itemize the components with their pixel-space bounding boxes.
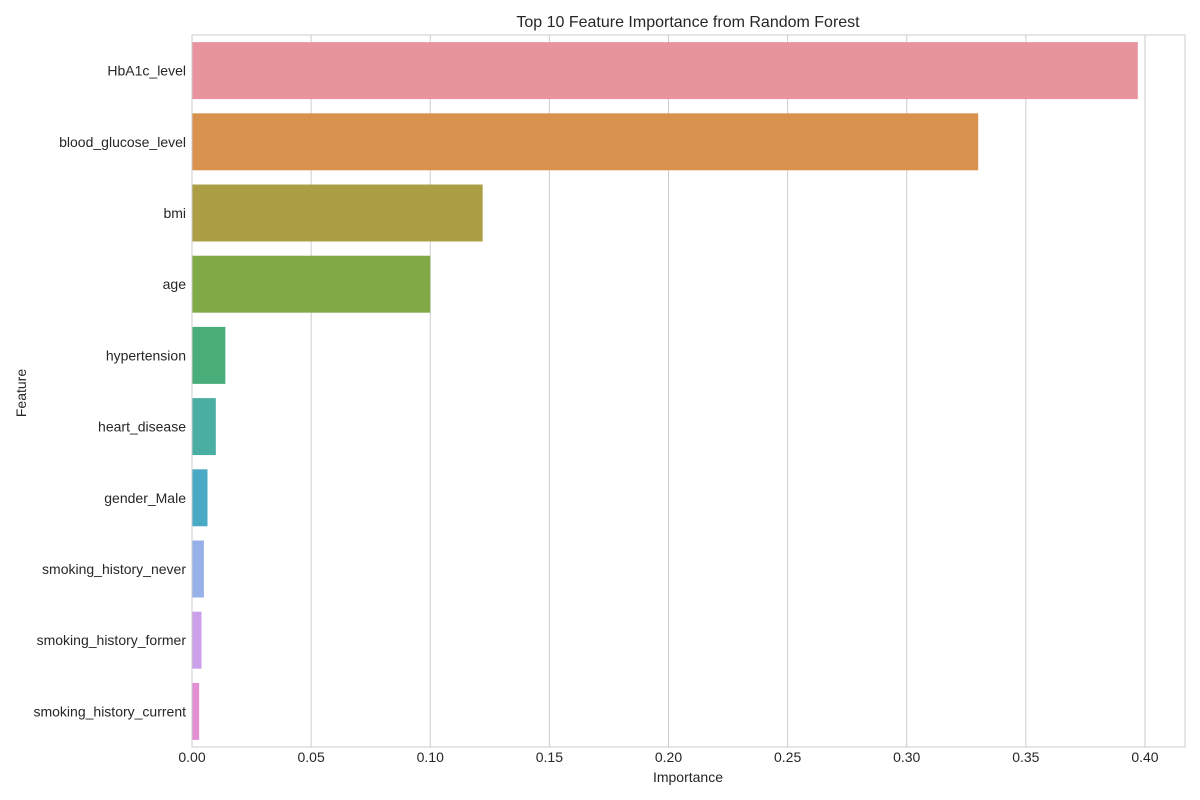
bar-blood_glucose_level	[192, 113, 979, 171]
x-tick-label: 0.30	[893, 749, 920, 765]
bar-smoking_history_former	[192, 611, 202, 669]
bar-bmi	[192, 184, 483, 242]
chart-title: Top 10 Feature Importance from Random Fo…	[516, 14, 860, 31]
bar-gender_Male	[192, 469, 208, 527]
x-axis-label: Importance	[653, 769, 723, 785]
x-tick-label: 0.40	[1131, 749, 1158, 765]
bar-heart_disease	[192, 398, 216, 456]
y-tick-label: age	[163, 276, 187, 292]
y-tick-label: HbA1c_level	[107, 63, 186, 79]
y-axis-label: Feature	[13, 369, 29, 417]
x-tick-label: 0.15	[536, 749, 563, 765]
y-tick-label: bmi	[163, 205, 186, 221]
x-tick-label: 0.25	[774, 749, 801, 765]
plot-frame	[191, 34, 1186, 748]
x-tick-label: 0.35	[1012, 749, 1039, 765]
y-tick-label: heart_disease	[98, 419, 186, 435]
x-tick-label: 0.00	[178, 749, 205, 765]
x-tick-label: 0.05	[297, 749, 324, 765]
bar-smoking_history_never	[192, 540, 204, 598]
y-tick-label: hypertension	[106, 347, 186, 363]
y-tick-label: smoking_history_current	[33, 703, 186, 719]
y-tick-label: gender_Male	[104, 490, 186, 506]
x-tick-labels: 0.00 0.05 0.10 0.15 0.20 0.25 0.30 0.35 0.40	[178, 749, 1158, 765]
bar-HbA1c_level	[192, 42, 1138, 100]
bar-hypertension	[192, 326, 226, 384]
bar-age	[192, 255, 431, 313]
bars	[192, 42, 1138, 740]
y-tick-label: smoking_history_never	[42, 561, 186, 577]
bar-smoking_history_current	[192, 682, 200, 740]
x-tick-label: 0.20	[655, 749, 682, 765]
y-tick-label: smoking_history_former	[37, 632, 187, 648]
y-tick-label: blood_glucose_level	[59, 134, 186, 150]
x-tick-label: 0.10	[417, 749, 444, 765]
